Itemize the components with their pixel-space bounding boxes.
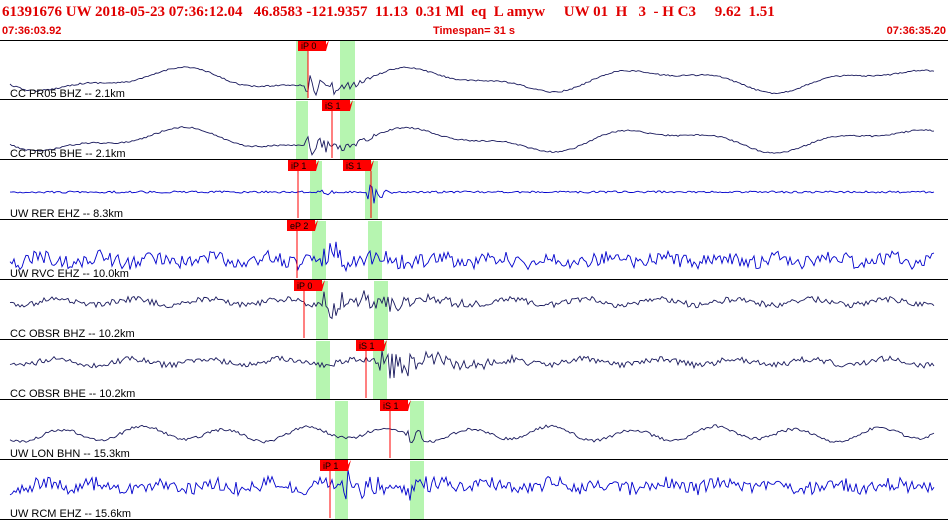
pick-arrow-icon (312, 160, 319, 171)
event-summary: 61391676 UW 2018-05-23 07:36:12.04 46.85… (2, 4, 775, 20)
pick-arrow-icon (367, 160, 374, 171)
pick-flag[interactable] (356, 340, 384, 351)
waveform-canvas[interactable]: iP 0 CC PR05 BHZ -- 2.1km iS 1 CC PR05 BHE … (0, 40, 948, 520)
channel-panel[interactable]: iS 1 CC PR05 BHE -- 2.1km (0, 100, 948, 160)
phase-pick[interactable]: iS 1 (356, 340, 387, 398)
event-header: 61391676 UW 2018-05-23 07:36:12.04 46.85… (0, 0, 948, 40)
channel-label: CC PR05 BHZ -- 2.1km (10, 88, 125, 100)
pick-label: iP 0 (301, 41, 316, 51)
phase-window (335, 401, 348, 460)
end-time: 07:36:35.20 (886, 25, 946, 37)
phase-pick[interactable]: iS 1 (343, 160, 374, 218)
waveform-trace (9, 184, 935, 204)
channel-panel[interactable]: iP 0 CC OBSR BHZ -- 10.2km (0, 280, 948, 340)
pick-flag[interactable] (298, 40, 326, 51)
phase-window (316, 341, 330, 400)
phase-pick[interactable]: iP 1 (320, 460, 351, 518)
phase-window (368, 221, 382, 280)
waveform-trace (9, 424, 935, 444)
phase-window (410, 461, 424, 520)
waveform-trace (9, 350, 935, 379)
phase-pick[interactable]: iP 0 (294, 280, 325, 338)
pick-flag[interactable] (380, 400, 408, 411)
channel-label: UW RVC EHZ -- 10.0km (10, 268, 129, 280)
pick-arrow-icon (346, 100, 353, 111)
phase-window (296, 101, 308, 160)
channel-label: UW LON BHN -- 15.3km (10, 448, 130, 460)
phase-window (374, 281, 388, 340)
pick-arrow-icon (318, 280, 325, 291)
phase-window (310, 161, 322, 220)
channel-label: UW RER EHZ -- 8.3km (10, 208, 123, 220)
phase-pick[interactable]: eP 2 (287, 220, 318, 278)
pick-label: iP 0 (297, 281, 312, 291)
pick-flag[interactable] (294, 280, 322, 291)
phase-window (340, 41, 355, 100)
seismogram-panels[interactable]: iP 0 CC PR05 BHZ -- 2.1km iS 1 CC PR05 BHE … (0, 40, 948, 520)
phase-pick[interactable]: iP 1 (288, 160, 319, 218)
channel-panel[interactable]: iS 1 CC OBSR BHE -- 10.2km (0, 340, 948, 400)
channel-label: UW RCM EHZ -- 15.6km (10, 508, 131, 520)
phase-pick[interactable]: iS 1 (322, 100, 353, 158)
channel-panel[interactable]: eP 2 UW RVC EHZ -- 10.0km (0, 220, 948, 280)
timespan-label: Timespan= 31 s (432, 25, 516, 37)
pick-arrow-icon (404, 400, 411, 411)
pick-arrow-icon (311, 220, 318, 231)
pick-label: iS 1 (325, 101, 341, 111)
phase-window (335, 461, 348, 520)
pick-flag[interactable] (322, 100, 350, 111)
waveform-trace (9, 290, 935, 320)
pick-label: iP 1 (291, 161, 306, 171)
waveform-trace (9, 126, 935, 156)
phase-pick[interactable]: iP 0 (298, 40, 329, 98)
channel-label: CC OBSR BHE -- 10.2km (10, 388, 135, 400)
phase-window (410, 401, 424, 460)
pick-label: iS 1 (359, 341, 375, 351)
pick-flag[interactable] (287, 220, 315, 231)
pick-label: iS 1 (383, 401, 399, 411)
phase-pick[interactable]: iS 1 (380, 400, 411, 458)
channel-panel[interactable]: iP 1 iS 1 UW RER EHZ -- 8.3km (0, 160, 948, 220)
channel-panel[interactable]: iP 1 UW RCM EHZ -- 15.6km (0, 460, 948, 520)
pick-label: iP 1 (323, 461, 338, 471)
pick-label: iS 1 (346, 161, 362, 171)
pick-arrow-icon (344, 460, 351, 471)
channel-panel[interactable]: iS 1 UW LON BHN -- 15.3km (0, 400, 948, 460)
pick-flag[interactable] (288, 160, 316, 171)
channel-label: CC PR05 BHE -- 2.1km (10, 148, 126, 160)
waveform-trace (9, 66, 935, 97)
pick-flag[interactable] (320, 460, 348, 471)
waveform-trace (9, 241, 935, 273)
start-time: 07:36:03.92 (2, 25, 62, 37)
pick-arrow-icon (380, 340, 387, 351)
channel-label: CC OBSR BHZ -- 10.2km (10, 328, 135, 340)
pick-flag[interactable] (343, 160, 371, 171)
pick-arrow-icon (322, 40, 329, 51)
pick-label: eP 2 (290, 221, 308, 231)
channel-panel[interactable]: iP 0 CC PR05 BHZ -- 2.1km (0, 40, 948, 100)
waveform-trace (9, 469, 935, 501)
